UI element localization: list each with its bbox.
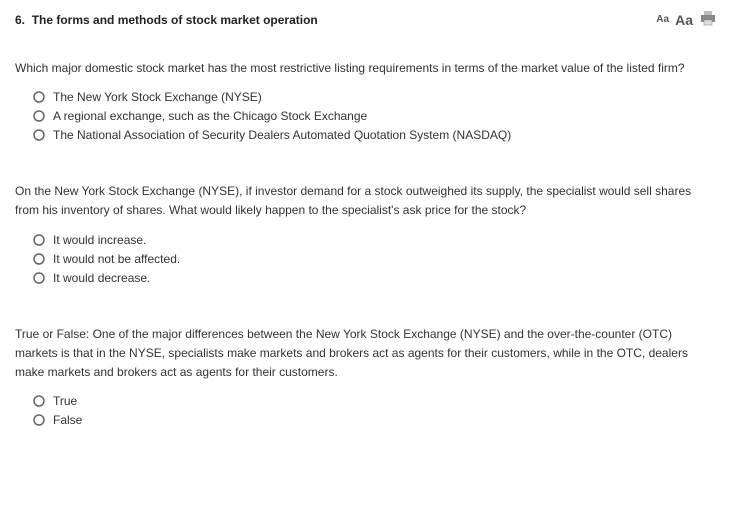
- header-row: 6. The forms and methods of stock market…: [15, 10, 717, 29]
- font-size-small-button[interactable]: Aa: [656, 14, 669, 25]
- section-title-text: The forms and methods of stock market op…: [32, 13, 318, 27]
- radio-icon: [33, 110, 45, 122]
- question-block: True or False: One of the major differen…: [15, 325, 717, 430]
- option-row[interactable]: The National Association of Security Dea…: [33, 126, 717, 144]
- option-label: It would not be affected.: [53, 250, 180, 268]
- radio-icon: [33, 253, 45, 265]
- font-size-large-button[interactable]: Aa: [675, 12, 693, 28]
- option-row[interactable]: A regional exchange, such as the Chicago…: [33, 107, 717, 125]
- print-icon[interactable]: [699, 10, 717, 29]
- option-row[interactable]: True: [33, 392, 717, 410]
- section-title: 6. The forms and methods of stock market…: [15, 13, 318, 27]
- option-list: True False: [15, 392, 717, 429]
- option-row[interactable]: It would increase.: [33, 231, 717, 249]
- toolbar: Aa Aa: [656, 10, 717, 29]
- option-label: A regional exchange, such as the Chicago…: [53, 107, 367, 125]
- option-row[interactable]: The New York Stock Exchange (NYSE): [33, 88, 717, 106]
- question-prompt: True or False: One of the major differen…: [15, 325, 717, 383]
- section-number: 6.: [15, 13, 25, 27]
- option-label: False: [53, 411, 82, 429]
- option-row[interactable]: It would decrease.: [33, 269, 717, 287]
- radio-icon: [33, 234, 45, 246]
- option-label: True: [53, 392, 77, 410]
- option-row[interactable]: False: [33, 411, 717, 429]
- question-prompt: Which major domestic stock market has th…: [15, 59, 717, 78]
- radio-icon: [33, 414, 45, 426]
- option-row[interactable]: It would not be affected.: [33, 250, 717, 268]
- radio-icon: [33, 272, 45, 284]
- option-label: It would increase.: [53, 231, 146, 249]
- option-label: It would decrease.: [53, 269, 150, 287]
- question-block: On the New York Stock Exchange (NYSE), i…: [15, 182, 717, 286]
- radio-icon: [33, 91, 45, 103]
- radio-icon: [33, 129, 45, 141]
- radio-icon: [33, 395, 45, 407]
- question-prompt: On the New York Stock Exchange (NYSE), i…: [15, 182, 717, 220]
- question-block: Which major domestic stock market has th…: [15, 59, 717, 144]
- option-label: The National Association of Security Dea…: [53, 126, 511, 144]
- option-label: The New York Stock Exchange (NYSE): [53, 88, 262, 106]
- option-list: It would increase. It would not be affec…: [15, 231, 717, 287]
- option-list: The New York Stock Exchange (NYSE) A reg…: [15, 88, 717, 144]
